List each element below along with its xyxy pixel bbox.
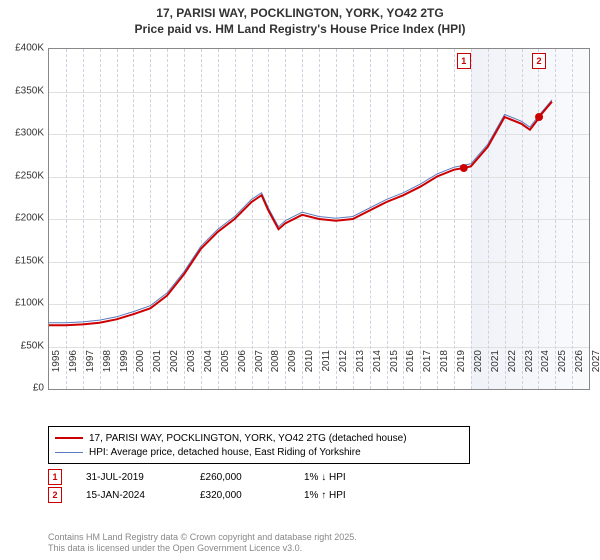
x-tick-label: 2003	[186, 350, 197, 390]
tx-delta: 1% ↓ HPI	[304, 472, 346, 483]
transaction-marker: 2	[532, 53, 546, 69]
x-tick-label: 2012	[338, 350, 349, 390]
table-row: 2 15-JAN-2024 £320,000 1% ↑ HPI	[48, 486, 528, 504]
x-tick-label: 1997	[85, 350, 96, 390]
x-tick-label: 2022	[507, 350, 518, 390]
x-tick-label: 1999	[119, 350, 130, 390]
x-tick-label: 2010	[304, 350, 315, 390]
title-line-2: Price paid vs. HM Land Registry's House …	[0, 22, 600, 38]
y-tick-label: £300K	[15, 128, 44, 139]
x-tick-label: 2015	[389, 350, 400, 390]
y-tick-label: £350K	[15, 85, 44, 96]
x-tick-label: 2004	[203, 350, 214, 390]
x-tick-label: 2008	[270, 350, 281, 390]
title-line-1: 17, PARISI WAY, POCKLINGTON, YORK, YO42 …	[0, 6, 600, 22]
series-hpi	[49, 100, 552, 323]
x-tick-label: 2013	[355, 350, 366, 390]
table-row: 1 31-JUL-2019 £260,000 1% ↓ HPI	[48, 468, 528, 486]
tx-delta: 1% ↑ HPI	[304, 490, 346, 501]
x-tick-label: 2020	[473, 350, 484, 390]
x-tick-label: 2026	[574, 350, 585, 390]
chart-container: 17, PARISI WAY, POCKLINGTON, YORK, YO42 …	[0, 0, 600, 560]
x-tick-label: 2016	[405, 350, 416, 390]
y-tick-label: £400K	[15, 43, 44, 54]
x-tick-label: 2007	[254, 350, 265, 390]
x-tick-label: 2023	[524, 350, 535, 390]
x-tick-label: 1996	[68, 350, 79, 390]
legend: 17, PARISI WAY, POCKLINGTON, YORK, YO42 …	[48, 426, 470, 464]
x-tick-label: 2001	[152, 350, 163, 390]
footer-attribution: Contains HM Land Registry data © Crown c…	[48, 532, 357, 554]
x-tick-label: 2027	[591, 350, 600, 390]
plot-svg	[49, 49, 589, 389]
x-tick-label: 2025	[557, 350, 568, 390]
row-index-box: 2	[48, 487, 62, 503]
tx-date: 31-JUL-2019	[86, 472, 176, 483]
y-tick-label: £250K	[15, 170, 44, 181]
plot-area: 12	[48, 48, 590, 390]
transaction-marker: 1	[457, 53, 471, 69]
y-tick-label: £200K	[15, 213, 44, 224]
y-tick-label: £0	[33, 383, 44, 394]
legend-label: HPI: Average price, detached house, East…	[89, 447, 361, 458]
legend-swatch	[55, 437, 83, 439]
x-tick-label: 2014	[372, 350, 383, 390]
x-tick-label: 2021	[490, 350, 501, 390]
chart-title: 17, PARISI WAY, POCKLINGTON, YORK, YO42 …	[0, 0, 600, 37]
transaction-dot	[460, 164, 468, 172]
y-tick-label: £150K	[15, 255, 44, 266]
legend-label: 17, PARISI WAY, POCKLINGTON, YORK, YO42 …	[89, 433, 407, 444]
legend-item: 17, PARISI WAY, POCKLINGTON, YORK, YO42 …	[55, 431, 463, 445]
x-tick-label: 2009	[287, 350, 298, 390]
y-tick-label: £50K	[21, 340, 44, 351]
tx-price: £260,000	[200, 472, 280, 483]
x-tick-label: 2018	[439, 350, 450, 390]
x-tick-label: 2006	[237, 350, 248, 390]
row-index-box: 1	[48, 469, 62, 485]
y-tick-label: £100K	[15, 298, 44, 309]
footer-line-2: This data is licensed under the Open Gov…	[48, 543, 357, 554]
x-tick-label: 2024	[540, 350, 551, 390]
tx-price: £320,000	[200, 490, 280, 501]
legend-swatch	[55, 452, 83, 453]
tx-date: 15-JAN-2024	[86, 490, 176, 501]
transaction-dot	[535, 113, 543, 121]
x-tick-label: 2005	[220, 350, 231, 390]
x-tick-label: 2017	[422, 350, 433, 390]
legend-item: HPI: Average price, detached house, East…	[55, 445, 463, 459]
x-tick-label: 2000	[135, 350, 146, 390]
transaction-table: 1 31-JUL-2019 £260,000 1% ↓ HPI 2 15-JAN…	[48, 468, 528, 504]
x-tick-label: 1995	[51, 350, 62, 390]
footer-line-1: Contains HM Land Registry data © Crown c…	[48, 532, 357, 543]
x-tick-label: 1998	[102, 350, 113, 390]
x-tick-label: 2002	[169, 350, 180, 390]
x-tick-label: 2011	[321, 350, 332, 390]
x-tick-label: 2019	[456, 350, 467, 390]
